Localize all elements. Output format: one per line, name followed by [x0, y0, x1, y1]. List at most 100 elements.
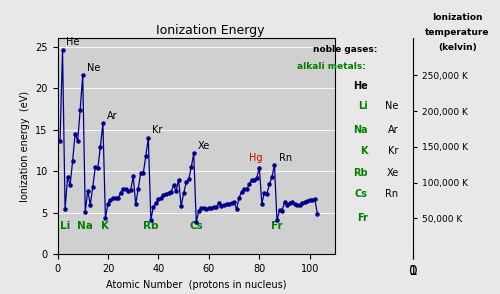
Text: Na: Na [78, 221, 93, 231]
Point [306, 198, 314, 203]
X-axis label: Atomic Number  (protons in nucleus): Atomic Number (protons in nucleus) [106, 280, 286, 290]
Point [225, 201, 233, 206]
Point [94, 166, 102, 171]
Text: Xe: Xe [198, 141, 210, 151]
Point [167, 190, 175, 195]
Point [280, 200, 288, 204]
Point [160, 193, 168, 198]
Point [147, 217, 155, 222]
Point [248, 178, 256, 182]
Point [157, 196, 165, 201]
Point [187, 165, 195, 170]
Point [119, 186, 127, 191]
Point [235, 195, 243, 200]
Point [68, 158, 76, 163]
Point [298, 201, 306, 205]
Text: (kelvin): (kelvin) [438, 43, 477, 52]
Text: Rn: Rn [386, 190, 398, 200]
Point [288, 200, 296, 205]
Point [142, 154, 150, 158]
Point [198, 206, 205, 210]
Point [308, 197, 316, 202]
Point [210, 205, 218, 210]
Point [200, 206, 208, 211]
Point [164, 191, 172, 196]
Text: Xe: Xe [386, 168, 398, 178]
Point [104, 201, 112, 206]
Text: Rn: Rn [280, 153, 292, 163]
Point [245, 182, 253, 186]
Point [303, 199, 311, 203]
Point [250, 178, 258, 182]
Point [86, 202, 94, 207]
Point [205, 206, 213, 211]
Point [184, 177, 192, 182]
Text: Li: Li [358, 101, 368, 111]
Point [266, 182, 274, 187]
Point [276, 208, 283, 213]
Point [137, 171, 145, 175]
Point [182, 180, 190, 185]
Point [61, 207, 69, 212]
Text: alkali metals:: alkali metals: [297, 62, 366, 71]
Text: Kr: Kr [152, 126, 162, 136]
Point [212, 205, 220, 210]
Point [114, 196, 122, 201]
Point [314, 211, 322, 216]
Point [273, 218, 281, 223]
Point [268, 175, 276, 179]
Point [215, 201, 223, 206]
Point [311, 197, 319, 201]
Point [300, 200, 308, 204]
Text: noble gases:: noble gases: [314, 45, 378, 54]
Point [74, 139, 82, 143]
Point [172, 189, 180, 194]
Text: Fr: Fr [356, 213, 368, 223]
Point [283, 203, 291, 208]
Point [220, 203, 228, 207]
Point [144, 136, 152, 140]
Point [202, 206, 210, 211]
Point [232, 207, 240, 212]
Text: Cs: Cs [190, 221, 203, 231]
Point [129, 174, 137, 178]
Point [170, 183, 177, 187]
Point [290, 202, 298, 207]
Text: Ar: Ar [106, 111, 118, 121]
Point [238, 189, 246, 194]
Point [228, 201, 235, 205]
Text: He: He [353, 81, 368, 91]
Text: K: K [102, 221, 110, 231]
Point [132, 202, 140, 207]
Point [99, 121, 107, 126]
Point [64, 174, 72, 179]
Point [56, 139, 64, 144]
Text: Cs: Cs [354, 190, 368, 200]
Point [293, 202, 301, 207]
Point [81, 209, 90, 214]
Point [180, 191, 188, 196]
Point [154, 197, 162, 201]
Text: Rb: Rb [353, 168, 368, 178]
Point [162, 191, 170, 196]
Point [242, 187, 250, 192]
Point [190, 151, 198, 156]
Point [109, 195, 117, 200]
Text: Ne: Ne [86, 63, 100, 73]
Text: K: K [360, 146, 368, 156]
Point [195, 209, 203, 213]
Text: He: He [66, 37, 80, 47]
Title: Ionization Energy: Ionization Energy [156, 24, 264, 37]
Point [112, 196, 120, 201]
Y-axis label: Ionization energy  (eV): Ionization energy (eV) [20, 91, 30, 202]
Point [150, 205, 158, 209]
Point [218, 203, 226, 208]
Point [258, 201, 266, 206]
Point [177, 204, 185, 208]
Point [89, 184, 97, 189]
Point [106, 198, 114, 202]
Text: Kr: Kr [388, 146, 398, 156]
Point [278, 209, 286, 214]
Point [76, 107, 84, 112]
Point [296, 202, 304, 207]
